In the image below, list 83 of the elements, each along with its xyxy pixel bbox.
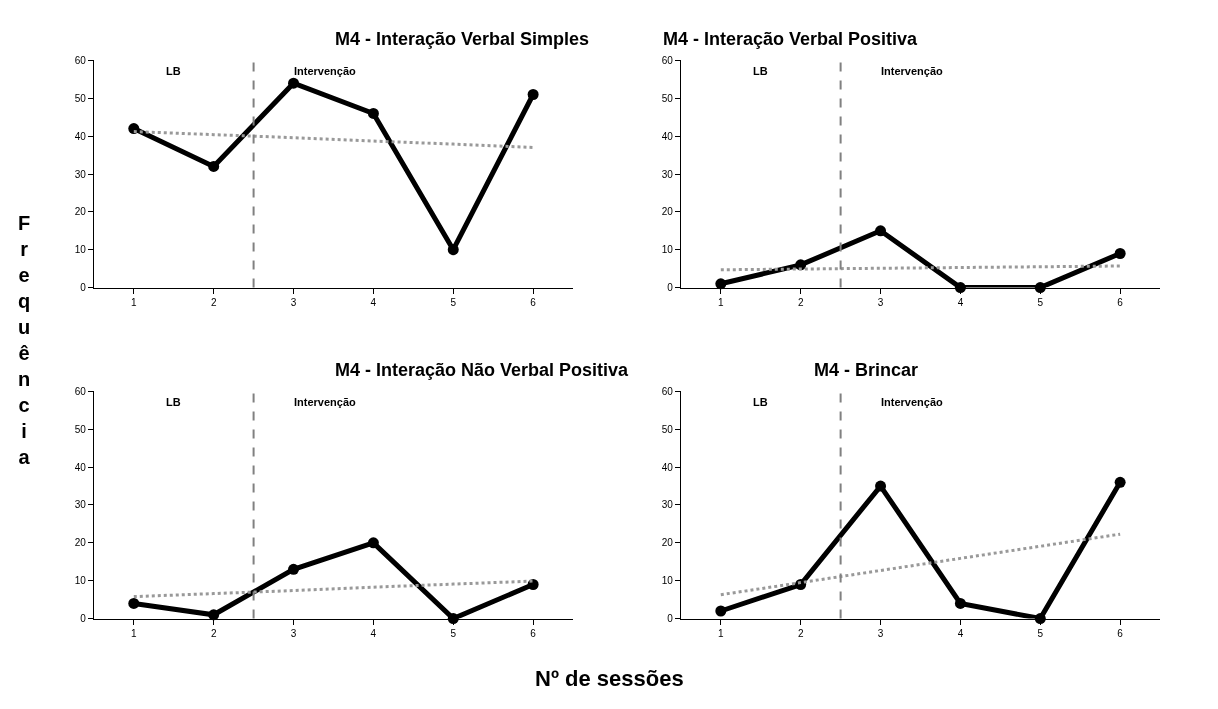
y-tick-label: 50 [661, 92, 674, 104]
point [795, 259, 807, 271]
y-tick-label: 20 [661, 537, 674, 549]
x-tick-label: 3 [290, 627, 297, 639]
x-tick-label: 1 [718, 627, 725, 639]
chart-title: M4 - Brincar [814, 360, 919, 380]
point [715, 605, 727, 617]
annotation: LB [753, 396, 768, 408]
x-tick-label: 4 [957, 627, 964, 639]
x-tick-label: 1 [131, 296, 138, 308]
chart-title: M4 - Interação Verbal Positiva [663, 29, 919, 49]
text: Frequência [18, 212, 31, 468]
y-tick-label: 50 [74, 92, 87, 104]
point [447, 244, 459, 256]
x-tick-label: 6 [1117, 296, 1124, 308]
annotation: Intervenção [881, 396, 944, 408]
y-tick-label: 20 [74, 537, 87, 549]
point [1114, 248, 1126, 260]
point [954, 597, 966, 609]
x-tick-label: 4 [957, 296, 964, 308]
x-tick-label: 5 [1037, 296, 1044, 308]
point [288, 563, 300, 575]
annotation: LB [166, 65, 181, 77]
x-tick-label: 1 [131, 627, 138, 639]
point [367, 537, 379, 549]
x-tick-label: 6 [530, 627, 537, 639]
y-tick-label: 10 [661, 575, 674, 587]
x-tick-label: 6 [1117, 627, 1124, 639]
x-tick-label: 2 [210, 296, 217, 308]
y-tick-label: 40 [74, 461, 87, 473]
point [128, 597, 140, 609]
annotation: LB [166, 396, 181, 408]
y-tick-label: 60 [74, 385, 87, 397]
x-tick-label: 5 [450, 627, 457, 639]
point [875, 480, 887, 492]
annotation: Intervenção [881, 65, 944, 77]
x-tick-label: 2 [797, 627, 804, 639]
y-tick-label: 20 [661, 206, 674, 218]
x-tick-label: 2 [797, 296, 804, 308]
point [208, 160, 220, 172]
annotation: Intervenção [294, 65, 357, 77]
line-series [719, 532, 1122, 597]
x-tick-label: 6 [530, 296, 537, 308]
point [288, 77, 300, 89]
y-tick-label: 60 [661, 385, 674, 397]
y-tick-label: 50 [661, 423, 674, 435]
point [367, 107, 379, 119]
y-tick-label: 10 [74, 575, 87, 587]
y-tick-label: 30 [661, 168, 674, 180]
annotation: Intervenção [294, 396, 357, 408]
point [527, 89, 539, 100]
y-tick-label: 60 [74, 54, 87, 66]
x-axis-title: Nº de sessões [535, 666, 684, 691]
y-tick-label: 10 [661, 244, 674, 256]
x-tick-label: 4 [370, 627, 377, 639]
y-tick-label: 40 [74, 130, 87, 142]
annotation: LB [753, 65, 768, 77]
y-tick-label: 30 [74, 499, 87, 511]
x-tick-label: 4 [370, 296, 377, 308]
y-tick-label: 60 [661, 54, 674, 66]
x-tick-label: 3 [877, 627, 884, 639]
chart-title: M4 - Interação Verbal Simples [335, 29, 590, 49]
y-tick-label: 50 [74, 423, 87, 435]
y-tick-label: 0 [667, 282, 674, 294]
chart-title: M4 - Interação Não Verbal Positiva [335, 360, 630, 380]
y-tick-label: 10 [74, 244, 87, 256]
x-tick-label: 5 [1037, 627, 1044, 639]
y-tick-label: 30 [74, 168, 87, 180]
point [1114, 476, 1126, 488]
x-tick-label: 3 [290, 296, 297, 308]
y-tick-label: 0 [667, 613, 674, 625]
y-tick-label: 40 [661, 130, 674, 142]
y-tick-label: 30 [661, 499, 674, 511]
y-tick-label: 0 [80, 282, 87, 294]
x-tick-label: 3 [877, 296, 884, 308]
point [875, 225, 887, 237]
y-tick-label: 0 [80, 613, 87, 625]
y-tick-label: 40 [661, 461, 674, 473]
x-tick-label: 1 [718, 296, 725, 308]
point [128, 123, 140, 135]
x-tick-label: 2 [210, 627, 217, 639]
y-tick-label: 20 [74, 206, 87, 218]
x-tick-label: 5 [450, 296, 457, 308]
